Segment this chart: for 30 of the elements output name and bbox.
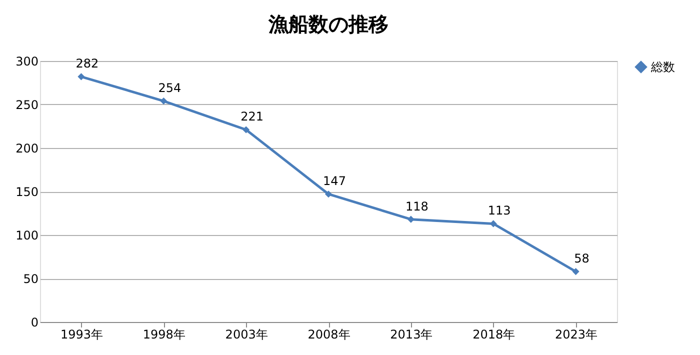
point [78, 73, 85, 80]
x-tick-label: 2008年 [308, 328, 350, 342]
point [242, 126, 250, 134]
data-label: 282 [76, 56, 99, 71]
x-tick-label: 2018年 [472, 328, 516, 342]
data-label: 221 [240, 110, 264, 124]
point [160, 97, 168, 105]
y-tick-label: 50 [23, 272, 38, 286]
y-tick-label: 100 [16, 228, 38, 242]
x-tick-label: 2013年 [390, 328, 433, 342]
point [324, 190, 332, 198]
y-tick-label: 200 [16, 142, 38, 156]
point [490, 220, 497, 228]
x-tick-label: 1993年 [60, 328, 103, 342]
x-tick-label: 2023年 [555, 328, 598, 342]
data-label: 254 [158, 81, 182, 96]
data-label: 113 [488, 204, 511, 218]
data-label: 118 [405, 199, 428, 214]
data-label: 147 [323, 174, 346, 188]
data-label: 58 [574, 252, 590, 266]
legend-label: 総数 [650, 60, 675, 74]
chart-title: 漁船数の推移 [268, 12, 388, 36]
y-tick-label: 150 [16, 185, 38, 199]
y-tick-label: 300 [16, 54, 38, 68]
point [407, 216, 414, 223]
x-tick-label: 1998年 [142, 328, 186, 342]
x-tick-label: 2003年 [225, 328, 268, 342]
y-tick-label: 250 [16, 98, 38, 112]
point [572, 268, 580, 276]
y-tick-label: 0 [30, 316, 38, 330]
